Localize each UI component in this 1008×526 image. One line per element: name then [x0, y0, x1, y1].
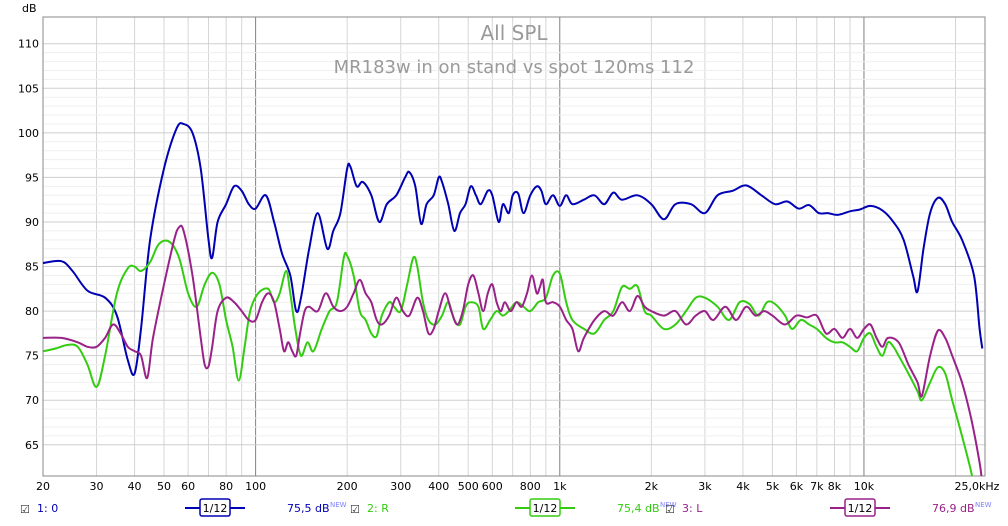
x-tick-label: 3k [698, 480, 712, 493]
series-layer [43, 122, 984, 476]
legend: ☑ 1: 0 1/12 75,5 dB NEW ☑ 2: R 1/12 75,4 dB NEW☑ 3… [20, 498, 992, 517]
x-tick-label: 300 [390, 480, 411, 493]
x-tick-label: 5k [766, 480, 780, 493]
legend-checkbox-1: ☑ [20, 503, 30, 516]
legend-smoothing-2: 1/12 [533, 502, 558, 515]
y-tick-label: 100 [18, 127, 39, 140]
x-tick-label: 25,0kHz [955, 480, 1000, 493]
y-tick-label: 105 [18, 82, 39, 95]
y-tick-label: 75 [25, 350, 39, 363]
legend-smoothing-1: 1/12 [203, 502, 228, 515]
x-tick-label: 400 [428, 480, 449, 493]
legend-label-1: 1: 0 [37, 502, 58, 515]
series-line-1 [43, 122, 984, 376]
x-tick-label: 2k [645, 480, 659, 493]
legend-smoothing-box-2 [529, 498, 561, 517]
y-tick-label: 70 [25, 394, 39, 407]
x-tick-label: 40 [128, 480, 142, 493]
x-tick-label: 500 [458, 480, 479, 493]
y-tick-label: 95 [25, 171, 39, 184]
y-tick-label: 85 [25, 261, 39, 274]
plot-background [43, 17, 985, 476]
x-tick-label: 20 [36, 480, 50, 493]
y-axis-ticks: 65 70 75 80 85 90 95 100 105 110 [18, 38, 39, 452]
chart-subtitle: MR183w in on stand vs spot 120ms 112 [334, 57, 695, 78]
legend-smoothing-box-3 [844, 498, 876, 517]
x-tick-label: 6k [790, 480, 804, 493]
legend-level-3: 76,9 dB [932, 502, 975, 515]
legend-label-2: 2: R [367, 502, 389, 515]
x-tick-label: 200 [337, 480, 358, 493]
x-tick-label: 8k [828, 480, 842, 493]
legend-smoothing-box-1 [199, 498, 231, 517]
y-tick-label: 80 [25, 305, 39, 318]
legend-checkbox-2: ☑ [350, 503, 360, 516]
x-tick-label: 1k [553, 480, 567, 493]
x-tick-label: 7k [810, 480, 824, 493]
x-tick-label: 600 [482, 480, 503, 493]
series-line-2 [43, 239, 974, 476]
x-tick-label: 100 [245, 480, 266, 493]
x-tick-label: 80 [219, 480, 233, 493]
x-tick-label: 800 [520, 480, 541, 493]
x-axis-ticks: 20 30 40 50 60 80 100 200 300 400 500 600 800 1k 2k 3k 4… [36, 480, 1000, 493]
y-tick-label: 110 [18, 38, 39, 51]
y-tick-label: 90 [25, 216, 39, 229]
x-tick-label: 50 [157, 480, 171, 493]
legend-label-3: 3: L [682, 502, 703, 515]
series-line-3 [43, 224, 983, 476]
legend-checkbox-3: ☑ [665, 503, 675, 516]
legend-new-3: NEW [975, 501, 992, 509]
x-tick-label: 30 [90, 480, 104, 493]
legend-new-2: NEW [660, 501, 677, 509]
x-tick-label: 60 [181, 480, 195, 493]
legend-smoothing-3: 1/12 [848, 502, 873, 515]
legend-level-2: 75,4 dB [617, 502, 660, 515]
x-tick-label: 4k [736, 480, 750, 493]
x-tick-label: 10k [854, 480, 875, 493]
chart-title: All SPL [480, 21, 548, 45]
legend-level-1: 75,5 dB [287, 502, 330, 515]
legend-new-1: NEW [330, 501, 347, 509]
plot-frame [42, 16, 986, 477]
y-tick-label: 65 [25, 439, 39, 452]
y-axis-label: dB [22, 2, 37, 15]
